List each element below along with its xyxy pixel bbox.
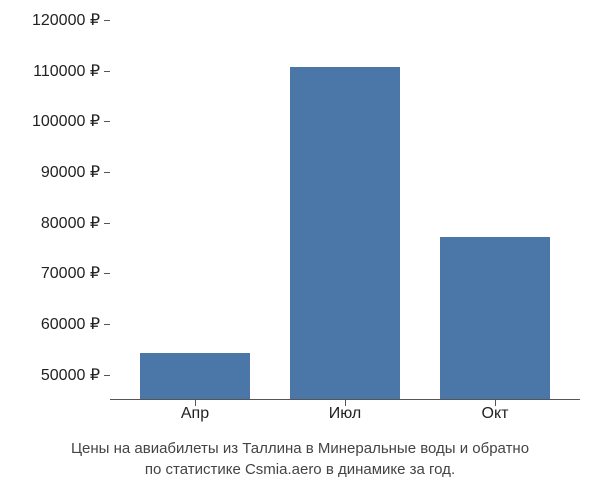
plot-area: [110, 20, 580, 400]
y-tick-label: 60000 ₽: [0, 314, 100, 334]
bar: [290, 67, 400, 399]
y-tick-label: 90000 ₽: [0, 162, 100, 182]
caption-line-1: Цены на авиабилеты из Таллина в Минераль…: [0, 438, 600, 459]
y-tick-label: 70000 ₽: [0, 263, 100, 283]
y-tick-mark: [104, 121, 110, 122]
bar: [440, 237, 550, 399]
y-tick-mark: [104, 20, 110, 21]
y-tick-mark: [104, 324, 110, 325]
x-tick-label: Апр: [181, 405, 209, 423]
chart-caption: Цены на авиабилеты из Таллина в Минераль…: [0, 438, 600, 480]
y-tick-label: 110000 ₽: [0, 61, 100, 81]
y-tick-label: 80000 ₽: [0, 213, 100, 233]
bar: [140, 353, 250, 399]
y-tick-mark: [104, 71, 110, 72]
y-tick-mark: [104, 172, 110, 173]
x-tick-label: Июл: [329, 405, 361, 423]
caption-line-2: по статистике Csmia.aero в динамике за г…: [0, 459, 600, 480]
y-tick-mark: [104, 223, 110, 224]
x-tick-label: Окт: [482, 405, 509, 423]
price-chart: 50000 ₽ 60000 ₽ 70000 ₽ 80000 ₽ 90000 ₽ 10000…: [0, 0, 600, 500]
y-tick-label: 100000 ₽: [0, 111, 100, 131]
y-tick-mark: [104, 375, 110, 376]
y-tick-label: 50000 ₽: [0, 365, 100, 385]
y-tick-mark: [104, 273, 110, 274]
y-tick-label: 120000 ₽: [0, 10, 100, 30]
